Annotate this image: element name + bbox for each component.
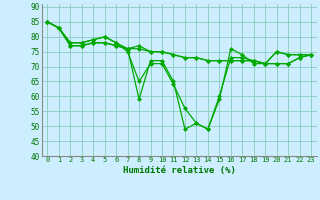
X-axis label: Humidité relative (%): Humidité relative (%): [123, 166, 236, 175]
